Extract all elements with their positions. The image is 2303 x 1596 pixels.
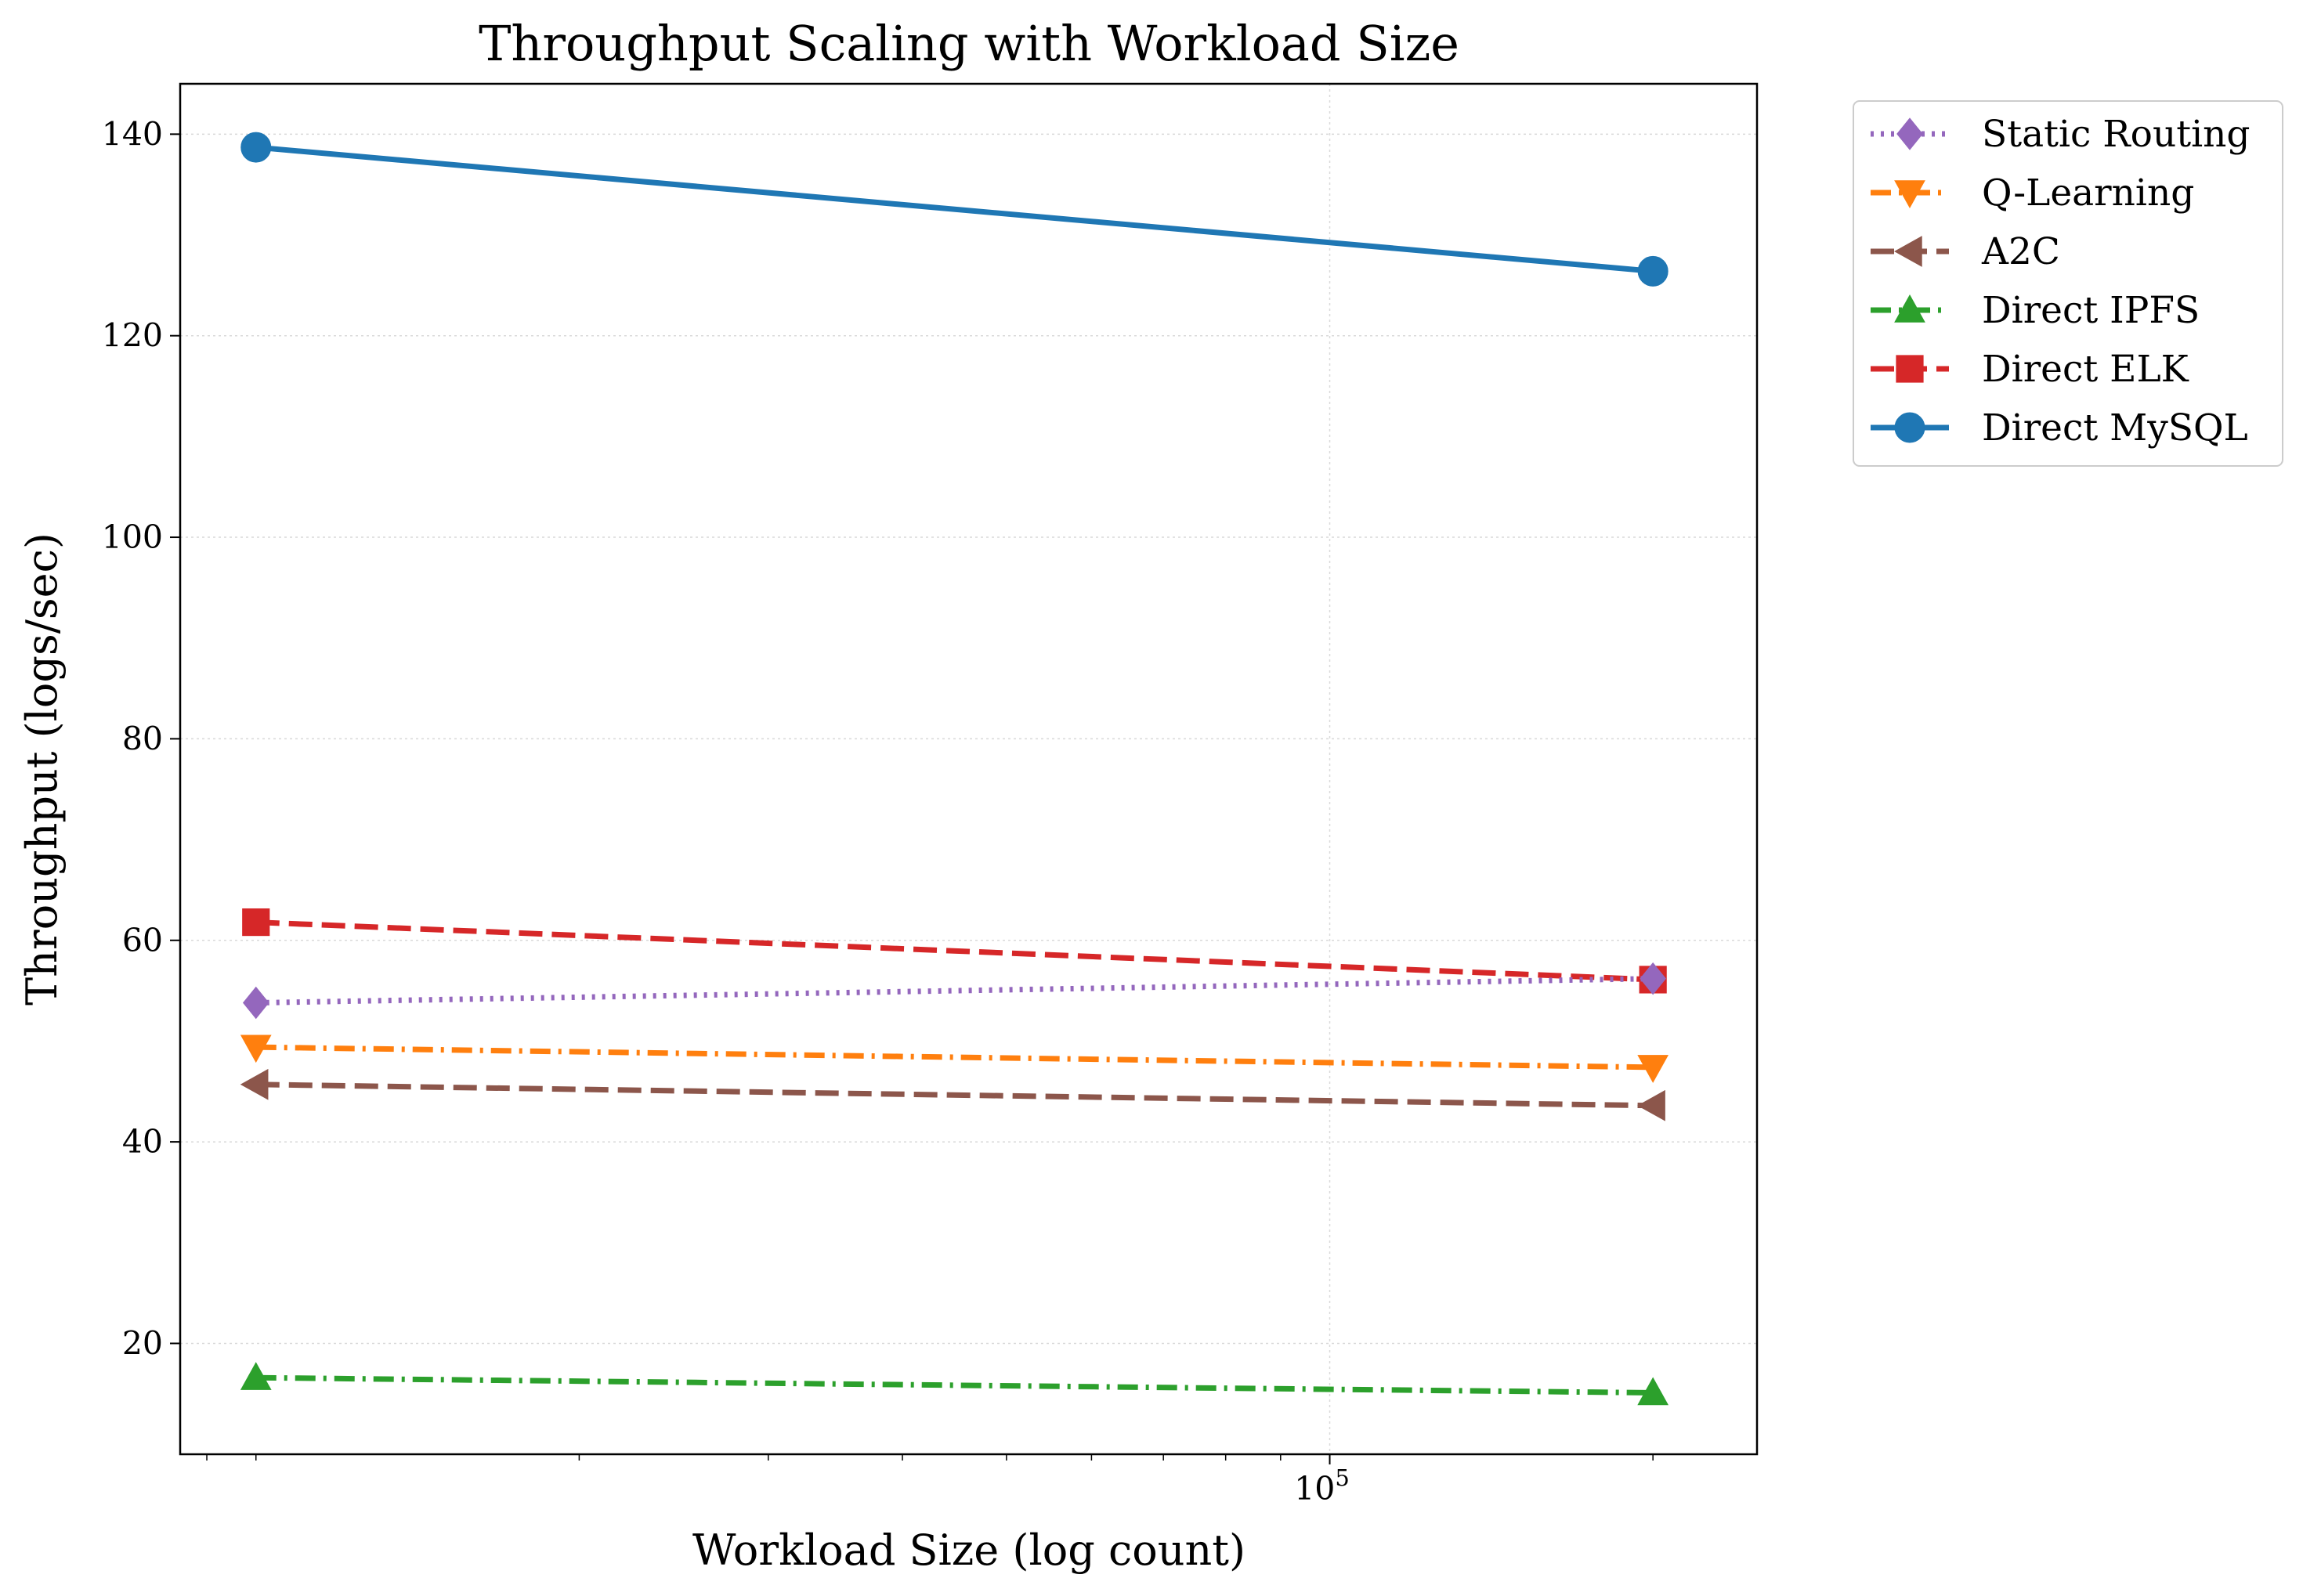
x-tick-label: 105 <box>1294 1464 1350 1508</box>
plot-frame <box>179 82 1759 1456</box>
legend-entry: Direct IPFS <box>1871 289 2200 332</box>
data-point-q-learning <box>1637 1055 1669 1083</box>
series-line-a2c <box>255 1081 1654 1109</box>
legend-label: Direct IPFS <box>1982 289 2200 332</box>
data-point-direct-mysql <box>1637 255 1668 287</box>
legend-entry: Direct ELK <box>1871 348 2189 391</box>
data-point-a2c <box>240 1068 269 1100</box>
legend-entry: Direct MySQL <box>1871 406 2248 450</box>
data-point-a2c <box>1637 1089 1665 1121</box>
legend-marker <box>1893 236 1922 267</box>
series-line-direct-elk <box>255 919 1654 983</box>
y-tick-label: 100 <box>102 518 163 556</box>
series-line-q-learning <box>255 1044 1654 1071</box>
series-direct-elk <box>242 908 1667 994</box>
legend-label: Q-Learning <box>1982 172 2194 215</box>
series-line-direct-ipfs <box>255 1374 1654 1396</box>
series-direct-ipfs <box>240 1362 1669 1406</box>
data-point-direct-ipfs <box>240 1362 272 1390</box>
legend-marker <box>1894 412 1925 443</box>
series-a2c <box>240 1068 1665 1121</box>
legend-marker <box>1896 355 1924 383</box>
y-tick-label: 20 <box>122 1324 163 1362</box>
series-line-direct-mysql <box>255 144 1654 274</box>
legend-entry: Q-Learning <box>1871 172 2194 215</box>
y-axis-label: Throughput (logs/sec) <box>17 533 67 1006</box>
series-line-static-routing <box>255 976 1654 1006</box>
grid <box>180 84 1757 1454</box>
legend-marker <box>1894 180 1925 209</box>
legend-label: A2C <box>1981 230 2060 273</box>
series-static-routing <box>242 962 1666 1020</box>
axis-ticks: 20 40 60 80 100 120 140 105 <box>102 115 1654 1508</box>
y-tick-label: 120 <box>102 317 163 355</box>
legend: Static Routing Q-Learning A2C Direct IPFS Di… <box>1853 100 2283 467</box>
legend-box <box>1853 100 2283 467</box>
y-tick-label: 140 <box>102 115 163 153</box>
y-tick-label: 80 <box>122 720 163 757</box>
data-point-q-learning <box>240 1035 272 1063</box>
legend-entry: A2C <box>1871 230 2060 273</box>
legend-entry: Static Routing <box>1871 113 2251 156</box>
y-tick-label: 40 <box>122 1123 163 1161</box>
legend-marker <box>1894 294 1925 323</box>
legend-label: Direct MySQL <box>1982 406 2248 450</box>
x-axis-label: Workload Size (log count) <box>692 1526 1246 1575</box>
series-direct-mysql <box>240 132 1668 287</box>
data-point-direct-ipfs <box>1637 1377 1669 1406</box>
series-q-learning <box>240 1035 1669 1083</box>
legend-label: Direct ELK <box>1982 348 2189 391</box>
legend-label: Static Routing <box>1982 113 2251 156</box>
data-point-static-routing <box>1640 962 1666 995</box>
data-point-direct-elk <box>242 908 270 937</box>
chart-title: Throughput Scaling with Workload Size <box>479 15 1459 72</box>
data-point-direct-mysql <box>240 132 272 163</box>
y-tick-label: 60 <box>122 922 163 959</box>
series-layer <box>240 132 1669 1406</box>
legend-marker <box>1896 117 1923 150</box>
data-point-static-routing <box>242 986 269 1020</box>
